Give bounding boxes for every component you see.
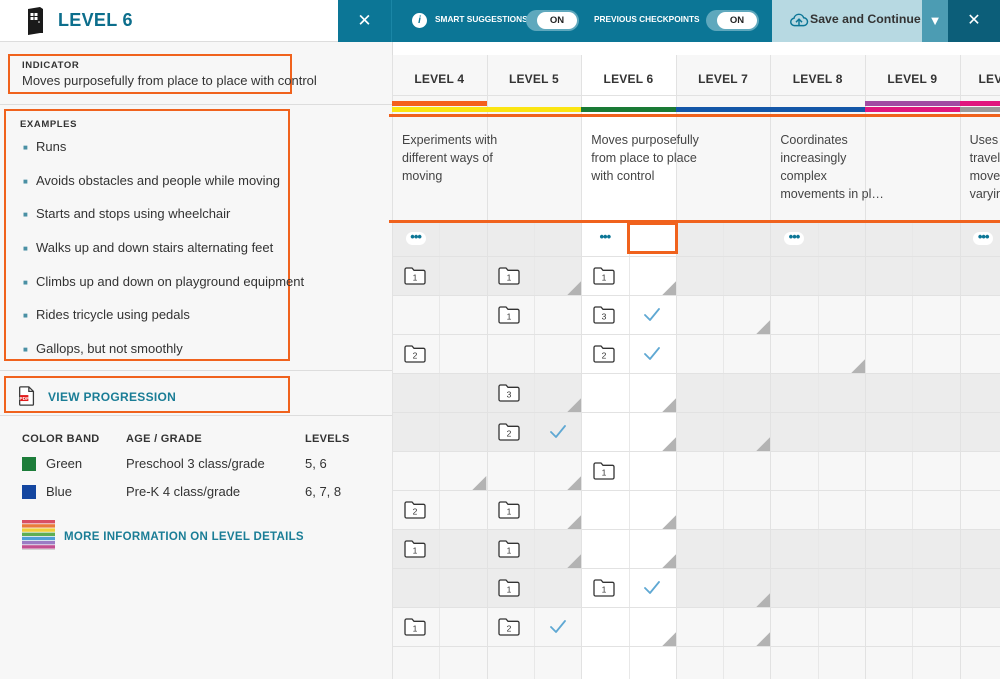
svg-text:2: 2 [507, 428, 512, 438]
svg-text:1: 1 [507, 272, 512, 282]
svg-text:1: 1 [507, 584, 512, 594]
svg-text:3: 3 [507, 389, 512, 399]
svg-text:1: 1 [412, 545, 417, 555]
svg-text:1: 1 [601, 584, 606, 594]
svg-text:1: 1 [601, 272, 606, 282]
svg-text:3: 3 [601, 311, 606, 321]
svg-text:1: 1 [601, 467, 606, 477]
svg-text:2: 2 [507, 623, 512, 633]
svg-text:2: 2 [412, 506, 417, 516]
svg-text:PDF: PDF [19, 396, 29, 402]
svg-text:1: 1 [507, 506, 512, 516]
svg-text:1: 1 [507, 311, 512, 321]
svg-text:2: 2 [601, 350, 606, 360]
svg-text:1: 1 [412, 623, 417, 633]
svg-text:2: 2 [412, 350, 417, 360]
svg-text:1: 1 [412, 272, 417, 282]
svg-text:1: 1 [507, 545, 512, 555]
